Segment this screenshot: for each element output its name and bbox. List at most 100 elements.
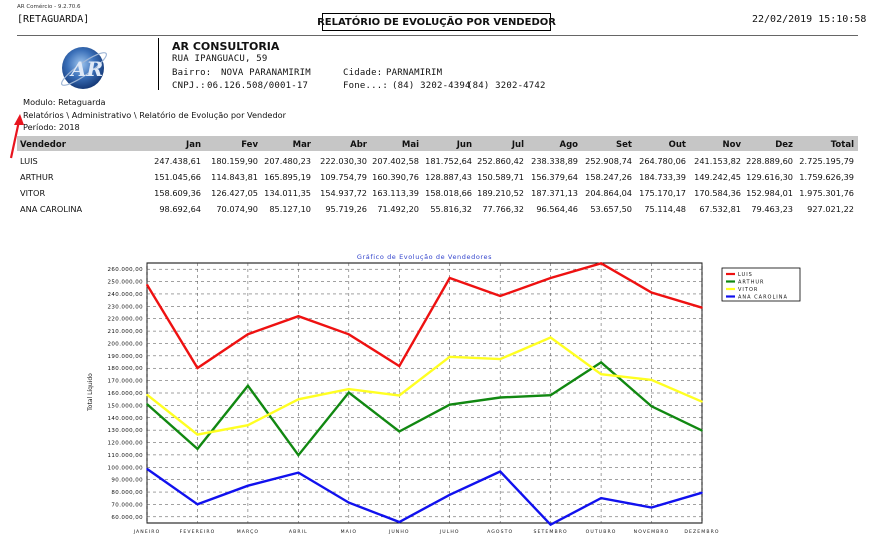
row-2-cell-7: 189.210,52 — [477, 188, 524, 198]
data-point — [650, 405, 653, 408]
row-3-cell-1: 98.692,64 — [159, 204, 201, 214]
series-line-ana-carolina — [146, 467, 703, 527]
row-3-cell-13: 927.021,22 — [807, 204, 854, 214]
row-2-cell-13: 1.975.301,76 — [799, 188, 854, 198]
column-header-0: Vendedor — [20, 140, 66, 150]
x-tick-label: JANEIRO — [133, 529, 161, 535]
y-tick-label: 60.000,00 — [111, 515, 143, 521]
row-2-cell-9: 204.864,04 — [585, 188, 632, 198]
data-point — [398, 394, 401, 397]
data-point — [650, 379, 653, 381]
svg-text:AR: AR — [69, 57, 103, 81]
x-tick-label: JULHO — [439, 529, 460, 535]
data-point — [196, 367, 199, 369]
company-divider — [158, 38, 159, 90]
data-point — [348, 388, 350, 390]
data-point — [600, 262, 602, 265]
row-0-cell-4: 222.030,30 — [320, 156, 367, 166]
y-tick-label: 140.000,00 — [108, 416, 144, 422]
column-header-6: Jun — [456, 140, 472, 150]
column-header-7: Jul — [511, 140, 524, 150]
row-1-cell-11: 149.242,45 — [694, 172, 741, 182]
legend-label: ANA CAROLINA — [738, 295, 788, 301]
data-point — [549, 523, 552, 526]
legend-label: ARTHUR — [738, 280, 764, 286]
data-point — [499, 470, 501, 473]
row-3-cell-12: 79.463,23 — [751, 204, 793, 214]
x-tick-label: MARÇO — [237, 529, 259, 535]
y-tick-label: 190.000,00 — [108, 354, 144, 360]
company-name: AR CONSULTORIA — [172, 40, 280, 53]
column-header-10: Out — [668, 140, 686, 150]
row-2-cell-5: 163.113,39 — [372, 188, 419, 198]
row-0-cell-1: 247.438,61 — [154, 156, 201, 166]
row-1-cell-3: 165.895,19 — [264, 172, 311, 182]
row-3-cell-9: 53.657,50 — [590, 204, 632, 214]
data-point — [297, 315, 300, 318]
y-tick-label: 200.000,00 — [108, 341, 144, 347]
company-city-label: Cidade: — [343, 68, 383, 78]
column-header-9: Set — [616, 140, 632, 150]
data-point — [701, 429, 703, 432]
row-2-cell-10: 175.170,17 — [639, 188, 686, 198]
row-0-cell-5: 207.402,58 — [372, 156, 419, 166]
data-point — [701, 306, 703, 309]
data-point — [196, 433, 199, 436]
company-district-label: Bairro: — [172, 68, 212, 78]
company-district: NOVA PARANAMIRIM — [221, 68, 311, 78]
row-3-seller: ANA CAROLINA — [20, 204, 83, 214]
data-point — [701, 491, 703, 494]
row-1-cell-4: 109.754,79 — [320, 172, 367, 182]
row-1-cell-12: 129.616,30 — [746, 172, 793, 182]
data-point — [549, 277, 552, 279]
company-phone-label: Fone...: — [343, 81, 388, 91]
data-point — [348, 391, 350, 394]
data-point — [600, 361, 602, 364]
company-cnpj-label: CNPJ.: — [172, 81, 206, 91]
y-tick-label: 230.000,00 — [108, 304, 144, 310]
row-3-cell-7: 77.766,32 — [482, 204, 524, 214]
row-0-cell-3: 207.480,23 — [264, 156, 311, 166]
column-header-12: Dez — [775, 140, 793, 150]
chart-title: Gráfico de Evolução de Vendedores — [357, 253, 492, 261]
module-tag: [RETAGUARDA] — [17, 14, 90, 25]
row-2-cell-2: 126.427,05 — [211, 188, 258, 198]
data-point — [448, 403, 451, 406]
row-2-seller: VITOR — [20, 188, 46, 198]
x-tick-label: MAIO — [341, 529, 357, 535]
info-path: Relatórios \ Administrativo \ Relatório … — [23, 110, 287, 120]
column-header-13: Total — [830, 140, 854, 150]
y-tick-label: 210.000,00 — [108, 329, 144, 335]
data-point — [398, 365, 401, 367]
legend-label: LUIS — [738, 272, 753, 278]
row-3-cell-8: 96.564,46 — [536, 204, 578, 214]
y-tick-label: 100.000,00 — [108, 465, 144, 471]
x-tick-label: AGOSTO — [487, 529, 513, 535]
legend-label: VITOR — [738, 287, 758, 293]
series-line-luis — [145, 262, 703, 370]
row-1-cell-6: 128.887,43 — [425, 172, 472, 182]
row-2-cell-1: 158.609,36 — [154, 188, 201, 198]
table-header-bar — [17, 136, 858, 151]
row-1-cell-2: 114.843,81 — [211, 172, 258, 182]
data-point — [297, 471, 300, 474]
x-tick-label: DEZEMBRO — [684, 529, 719, 535]
data-point — [297, 398, 300, 401]
data-point — [398, 521, 401, 523]
company-phone-2: (84) 3202-4742 — [467, 81, 546, 91]
data-point — [701, 400, 703, 403]
info-module: Modulo: Retaguarda — [23, 97, 106, 107]
y-tick-label: 130.000,00 — [108, 428, 144, 434]
row-1-cell-7: 150.589,71 — [477, 172, 524, 182]
data-point — [348, 333, 350, 336]
row-0-cell-2: 180.159,90 — [211, 156, 258, 166]
row-3-cell-10: 75.114,48 — [644, 204, 686, 214]
y-tick-label: 220.000,00 — [108, 317, 144, 323]
row-1-cell-10: 184.733,39 — [639, 172, 686, 182]
row-2-cell-4: 154.937,72 — [320, 188, 367, 198]
data-point — [348, 501, 350, 504]
row-1-cell-9: 158.247,26 — [585, 172, 632, 182]
column-header-11: Nov — [722, 140, 742, 150]
row-3-cell-6: 55.816,32 — [430, 204, 472, 214]
